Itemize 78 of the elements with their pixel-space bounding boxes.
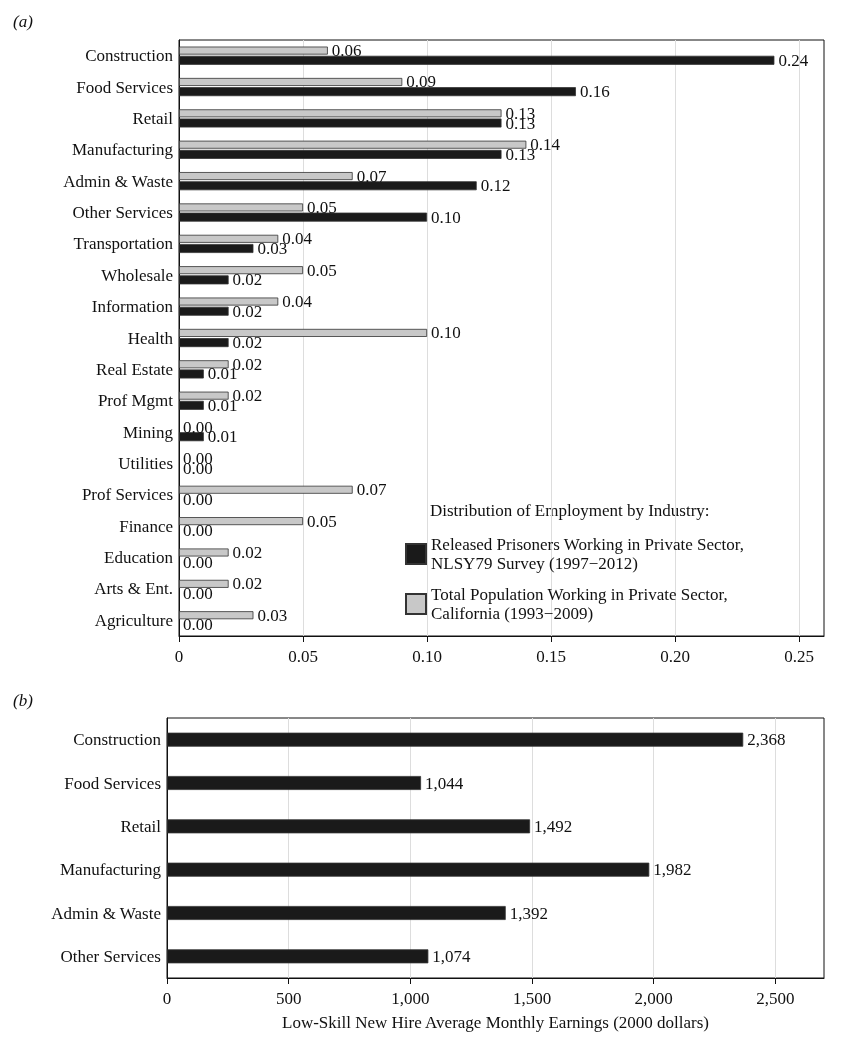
data-label: 0.02 bbox=[232, 270, 263, 290]
data-label: 0.07 bbox=[356, 480, 387, 500]
bar bbox=[179, 579, 229, 588]
data-label: 0.05 bbox=[307, 197, 337, 217]
x-tick-label: 0.15 bbox=[536, 647, 566, 666]
data-label: 0.02 bbox=[232, 574, 263, 594]
data-label: 1,982 bbox=[653, 860, 692, 880]
y-tick-label: Agriculture bbox=[94, 610, 173, 630]
x-tick-label: 1,000 bbox=[391, 989, 430, 1008]
x-tick-label: 0 bbox=[162, 989, 172, 1008]
text: (a) bbox=[13, 12, 34, 31]
y-tick-label: Other Services bbox=[72, 203, 173, 223]
y-tick-label: Retail bbox=[120, 816, 162, 836]
y-tick-label: Mining bbox=[122, 422, 174, 442]
y-tick-label: Education bbox=[104, 548, 174, 568]
data-label: 0.06 bbox=[331, 41, 362, 61]
data-label: 0.04 bbox=[282, 292, 313, 312]
x-tick-label: 0.05 bbox=[288, 647, 318, 666]
data-label: 0.12 bbox=[480, 176, 511, 196]
y-tick-label: Food Services bbox=[64, 773, 161, 793]
data-label: 1,492 bbox=[534, 816, 573, 836]
y-tick-label: Admin & Waste bbox=[51, 903, 161, 923]
text: (b) bbox=[13, 691, 34, 710]
y-tick-label: Information bbox=[91, 297, 174, 317]
bar bbox=[179, 517, 304, 526]
y-tick-label: Food Services bbox=[76, 77, 173, 97]
data-label: 0.00 bbox=[183, 489, 213, 509]
bar bbox=[179, 485, 353, 494]
y-tick-label: Manufacturing bbox=[59, 860, 162, 880]
y-tick-label: Retail bbox=[132, 108, 174, 128]
x-tick-label: 1,500 bbox=[512, 989, 552, 1008]
y-tick-label: Manufacturing bbox=[71, 140, 174, 160]
data-label: 0.03 bbox=[257, 605, 288, 625]
data-label: 0.00 bbox=[183, 615, 213, 635]
x-tick-label: 0.10 bbox=[412, 647, 442, 666]
y-tick-label: Other Services bbox=[60, 946, 161, 966]
data-label: 0.07 bbox=[356, 166, 387, 186]
y-tick-label: Transportation bbox=[73, 234, 174, 254]
y-tick-label: Construction bbox=[85, 46, 174, 66]
x-axis-title: Low-Skill New Hire Average Monthly Earnings (2000 dollars) bbox=[282, 1013, 709, 1032]
legend-label: Released Prisoners Working in Private Sector, NLSY79 Survey (1997−2012) bbox=[431, 535, 745, 573]
y-tick-label: Real Estate bbox=[96, 359, 173, 379]
data-label: 0.10 bbox=[431, 207, 461, 227]
y-tick-label: Utilities bbox=[118, 453, 173, 473]
data-label: 0.00 bbox=[183, 552, 213, 572]
bar bbox=[179, 611, 254, 620]
data-label: 0.24 bbox=[778, 50, 809, 70]
data-label: 0.10 bbox=[431, 323, 461, 343]
data-label: 1,392 bbox=[509, 903, 548, 923]
x-tick-label: 0 bbox=[174, 647, 184, 666]
data-label: 0.09 bbox=[406, 72, 437, 92]
y-tick-label: Construction bbox=[73, 730, 162, 750]
y-tick-label: Prof Mgmt bbox=[97, 391, 174, 411]
y-tick-label: Health bbox=[127, 328, 174, 348]
data-label: 0.05 bbox=[307, 260, 337, 280]
data-label: 0.02 bbox=[232, 542, 263, 562]
data-label: 0.00 bbox=[183, 521, 213, 541]
y-tick-label: Prof Services bbox=[81, 485, 173, 505]
x-tick-label: 2,500 bbox=[756, 989, 795, 1008]
bar bbox=[179, 548, 229, 557]
data-label: 0.16 bbox=[579, 82, 610, 102]
x-tick-label: 0.25 bbox=[784, 647, 815, 666]
legend-title: Distribution of Employment by Industry: bbox=[430, 501, 710, 520]
y-tick-label: Finance bbox=[119, 516, 173, 536]
data-label: 2,368 bbox=[747, 730, 786, 750]
legend-label: Total Population Working in Private Sector, California (1993−2009) bbox=[431, 585, 728, 623]
y-tick-label: Admin & Waste bbox=[63, 171, 173, 191]
x-tick-label: 0.20 bbox=[660, 647, 691, 666]
data-label: 1,074 bbox=[432, 946, 472, 966]
y-tick-label: Wholesale bbox=[101, 265, 173, 285]
data-label: 0.05 bbox=[307, 511, 337, 531]
y-tick-label: Arts & Ent. bbox=[94, 579, 173, 599]
x-tick-label: 500 bbox=[275, 989, 302, 1008]
data-label: 0.02 bbox=[232, 301, 263, 321]
data-label: 0.00 bbox=[183, 584, 213, 604]
x-tick-label: 2,000 bbox=[634, 989, 673, 1008]
data-label: 0.02 bbox=[232, 333, 263, 353]
data-label: 1,044 bbox=[425, 773, 464, 793]
